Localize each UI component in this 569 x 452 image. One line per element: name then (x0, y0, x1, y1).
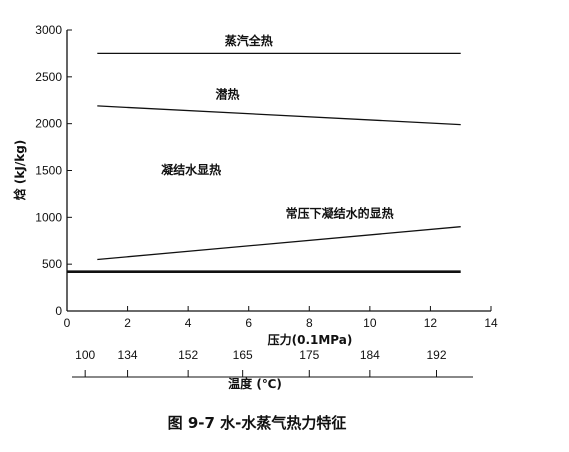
plot-area: 0 500 1000 1500 2000 2500 3000 0 2 4 6 8 10 12 14 蒸汽全… (35, 23, 498, 330)
series-line (97, 105, 461, 126)
y-tick-label: 3000 (35, 23, 62, 37)
temperature-axis: 100 134 152 165 175 184 192 (72, 348, 473, 378)
y-axis-label: 焓 (kJ/kg) (12, 140, 27, 201)
temperature-tick-label: 134 (118, 348, 138, 362)
temperature-tick-label: 192 (426, 348, 446, 362)
series-annotation: 凝结水显热 (161, 162, 221, 177)
y-ticks: 0 500 1000 1500 2000 2500 3000 (35, 23, 72, 318)
series-annotation: 潜热 (216, 86, 240, 101)
temperature-tick-label: 175 (299, 348, 319, 362)
y-tick-label: 1500 (35, 164, 62, 178)
series-annotation: 蒸汽全热 (225, 33, 273, 48)
y-tick-label: 2500 (35, 70, 62, 84)
x-tick-label: 8 (306, 316, 313, 330)
x-tick-label: 4 (185, 316, 192, 330)
temperature-tick-label: 100 (75, 348, 95, 362)
series-line (97, 226, 461, 261)
x-tick-label: 6 (245, 316, 252, 330)
y-tick-label: 1000 (35, 210, 62, 224)
x-tick-label: 14 (484, 316, 498, 330)
x-tick-label: 2 (124, 316, 131, 330)
x-tick-label: 0 (64, 316, 71, 330)
temperature-tick-label: 152 (178, 348, 198, 362)
y-tick-label: 500 (42, 257, 62, 271)
figure-caption: 图 9-7 水-水蒸气热力特征 (168, 414, 347, 432)
series-lines (67, 52, 461, 274)
temperature-axis-label: 温度 (℃) (228, 376, 282, 391)
temperature-tick-label: 165 (233, 348, 253, 362)
series-annotation: 常压下凝结水的显热 (286, 205, 394, 220)
y-tick-label: 2000 (35, 117, 62, 131)
x-tick-label: 10 (363, 316, 377, 330)
x-tick-label: 12 (424, 316, 438, 330)
temperature-tick-label: 184 (360, 348, 380, 362)
x-ticks: 0 2 4 6 8 10 12 14 (64, 306, 498, 330)
x-axis-label: 压力(0.1MPa) (268, 332, 353, 347)
y-tick-label: 0 (55, 304, 62, 318)
